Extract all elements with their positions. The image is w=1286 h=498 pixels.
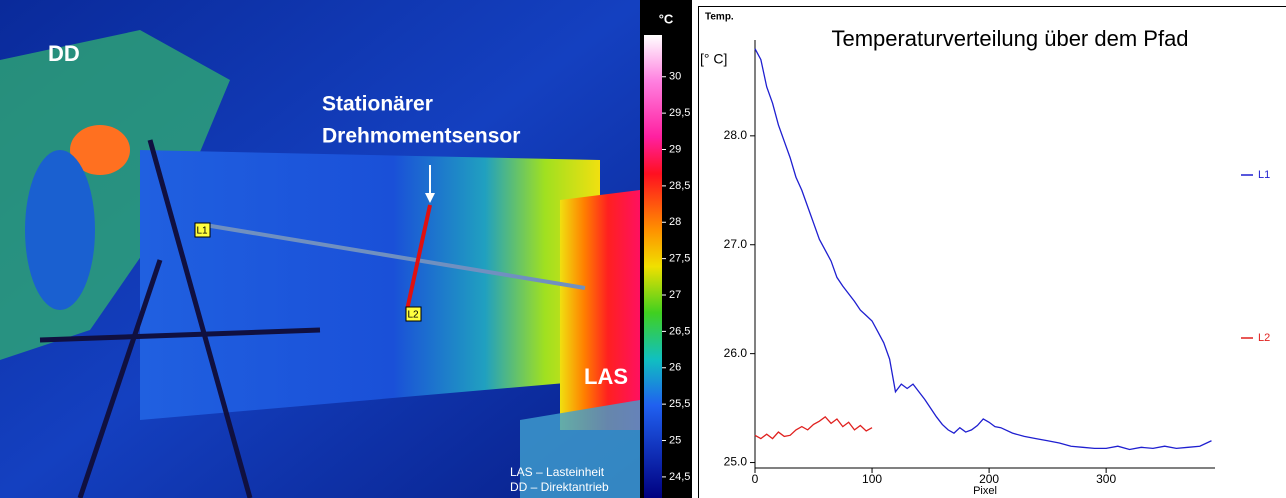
chart-title: Temperaturverteilung über dem Pfad [831, 26, 1188, 51]
image-legend: LAS – Lasteinheit [510, 465, 605, 479]
path-l2 [405, 204, 432, 311]
las-region [560, 190, 640, 430]
frame [39, 139, 321, 498]
colorbar-tick-label: 24,5 [669, 471, 690, 483]
colorbar-scale [644, 35, 662, 498]
x-tick-label: 300 [1096, 472, 1116, 486]
x-tick-label: 200 [979, 472, 999, 486]
legend-label: L2 [1258, 332, 1270, 344]
line-series [754, 48, 1212, 451]
chart: Temperaturverteilung über dem Pfad Temp.… [700, 12, 1270, 497]
y-axis-label: Temp. [705, 12, 734, 23]
colorbar-tick-label: 28 [669, 216, 681, 228]
colorbar-tick-label: 25 [669, 434, 681, 446]
colorbar-tick-label: 30 [669, 71, 681, 83]
dd-label: DD [48, 41, 80, 66]
colorbar-tick-label: 27,5 [669, 253, 690, 265]
chart-border [698, 6, 1286, 498]
l1-marker [194, 222, 211, 238]
colorbar-tick-label: 29,5 [669, 107, 690, 119]
flange [25, 150, 95, 310]
colorbar-tick-label: 27 [669, 289, 681, 301]
colorbar-tick-label: 25,5 [669, 398, 690, 410]
x-tick-label: 100 [862, 472, 882, 486]
floor-part [520, 400, 640, 498]
hot-spot [70, 125, 130, 175]
image-legend: DD – Direktantrieb [510, 480, 609, 494]
line-series [754, 415, 873, 440]
l2-label: L2 [407, 310, 419, 321]
y-tick-label: 28.0 [724, 128, 748, 142]
x-axis-label: Pixel [973, 485, 997, 497]
colorbar-tick-label: 26 [669, 362, 681, 374]
colorbar-tick-label: 26,5 [669, 325, 690, 337]
y-tick-label: 25.0 [724, 455, 748, 469]
colorbar-tick-label: 28,5 [669, 180, 690, 192]
arrowhead [425, 193, 435, 203]
colorbar-tick-label: 29 [669, 143, 681, 155]
y-tick-label: 27.0 [724, 237, 748, 251]
sensor-label: Stationärer [322, 93, 433, 116]
colorbar-unit: °C [659, 11, 674, 26]
x-tick-label: 0 [752, 472, 759, 486]
las-label: LAS [584, 364, 628, 389]
sensor-label: Drehmomentsensor [322, 125, 520, 148]
y-tick-label: 26.0 [724, 346, 748, 360]
l1-label: L1 [196, 226, 208, 237]
legend-label: L1 [1258, 169, 1270, 181]
colorbar: °C 30 29,5 29 28,5 28 27,5 27 26,5 26 25,5 25 24,5 [640, 0, 692, 498]
cylinder [140, 150, 600, 420]
thermal-image: L1 L2 DD LAS Stationärer Drehmomentsenso… [0, 0, 640, 498]
l2-marker [405, 306, 422, 322]
y-unit: [° C] [700, 51, 727, 67]
path-l1 [204, 223, 586, 290]
